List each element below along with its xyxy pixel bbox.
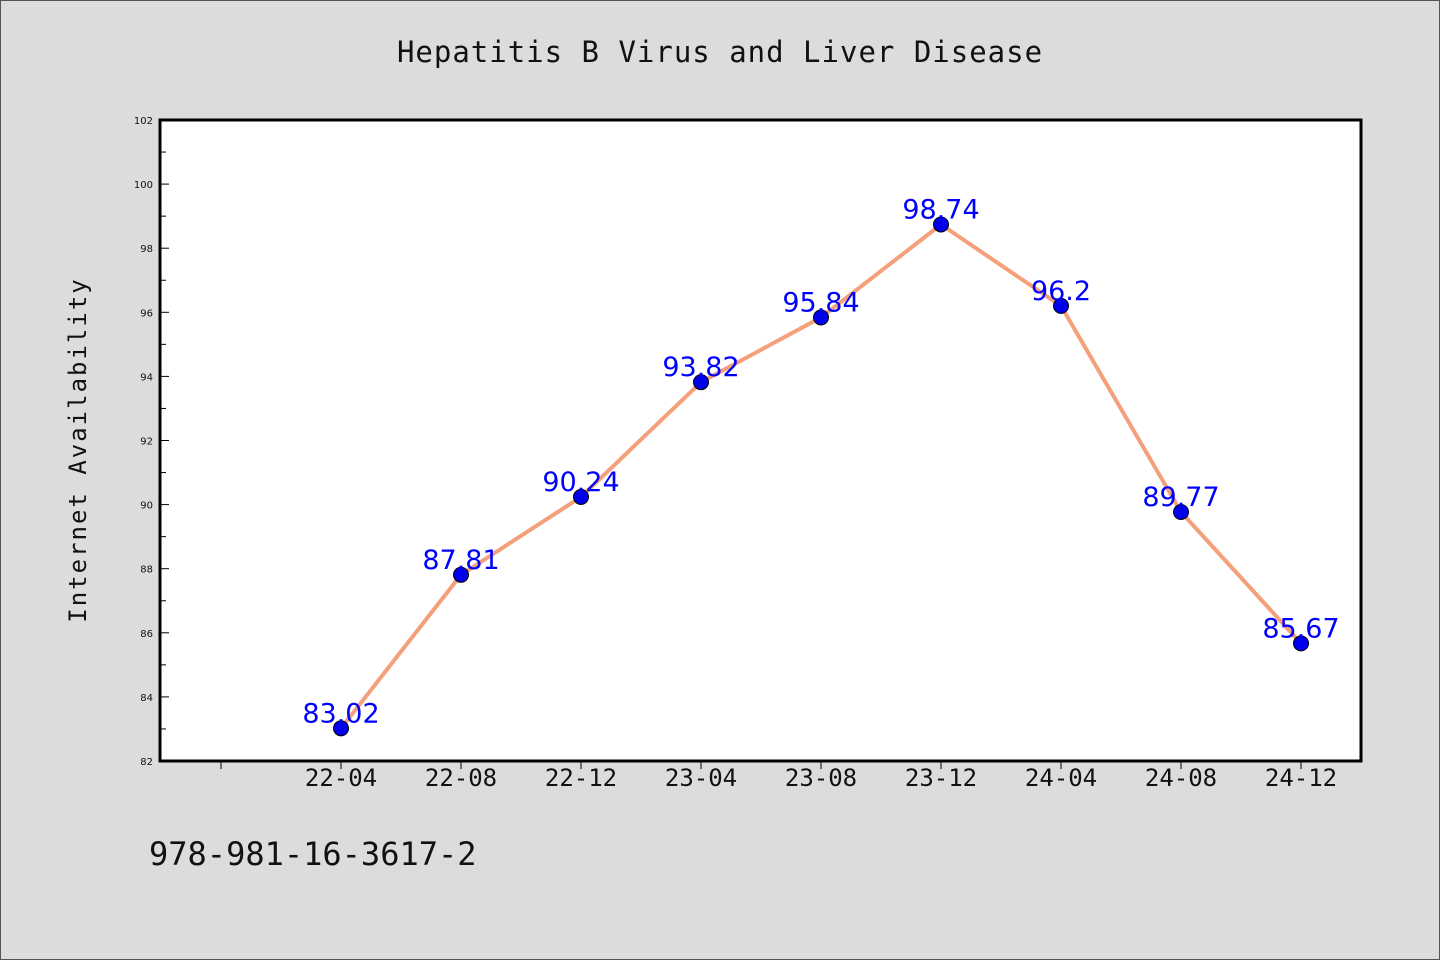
x-tick-label: 23-08 bbox=[785, 764, 857, 792]
data-point bbox=[333, 720, 349, 737]
plot-area bbox=[160, 120, 1361, 761]
data-label: 83.02 bbox=[302, 698, 379, 729]
data-point bbox=[1053, 297, 1069, 314]
data-label: 89.77 bbox=[1142, 482, 1219, 513]
x-tick-label: 23-12 bbox=[905, 764, 977, 792]
data-point bbox=[933, 216, 949, 233]
y-tick-label: 92 bbox=[140, 437, 153, 448]
data-point bbox=[1293, 635, 1309, 652]
x-tick-label: 22-08 bbox=[425, 764, 497, 792]
data-label: 90.24 bbox=[542, 467, 619, 498]
data-label: 93.82 bbox=[662, 352, 739, 383]
x-tick-label: 24-04 bbox=[1025, 764, 1097, 792]
data-point bbox=[1173, 503, 1189, 520]
x-tick-label: 24-12 bbox=[1265, 764, 1337, 792]
y-tick-label: 90 bbox=[140, 501, 153, 512]
data-point bbox=[813, 309, 829, 326]
x-tick-label: 22-04 bbox=[305, 764, 377, 792]
y-tick-label: 88 bbox=[140, 565, 153, 576]
y-tick-label: 86 bbox=[140, 629, 153, 640]
x-tick-label: 23-04 bbox=[665, 764, 737, 792]
footer-code: 978-981-16-3617-2 bbox=[149, 835, 477, 873]
y-tick-label: 98 bbox=[140, 244, 153, 255]
chart-title: Hepatitis B Virus and Liver Disease bbox=[396, 35, 1044, 69]
y-tick-label: 94 bbox=[140, 372, 153, 383]
data-point bbox=[453, 566, 469, 583]
x-tick-label: 22-12 bbox=[545, 764, 617, 792]
y-tick-label: 84 bbox=[140, 693, 153, 704]
y-tick-label: 96 bbox=[140, 308, 153, 319]
data-label: 87.81 bbox=[422, 545, 499, 576]
y-tick-label: 102 bbox=[134, 116, 153, 127]
data-label: 95.84 bbox=[782, 287, 859, 318]
y-tick-label: 100 bbox=[134, 180, 153, 191]
data-label: 96.2 bbox=[1031, 276, 1091, 307]
data-label: 98.74 bbox=[902, 194, 979, 225]
x-tick-label: 24-08 bbox=[1145, 764, 1217, 792]
plot-border bbox=[158, 118, 1363, 763]
data-point bbox=[693, 374, 709, 391]
data-label: 85.67 bbox=[1262, 613, 1339, 644]
y-tick-label: 82 bbox=[140, 757, 153, 768]
data-point bbox=[573, 488, 589, 505]
